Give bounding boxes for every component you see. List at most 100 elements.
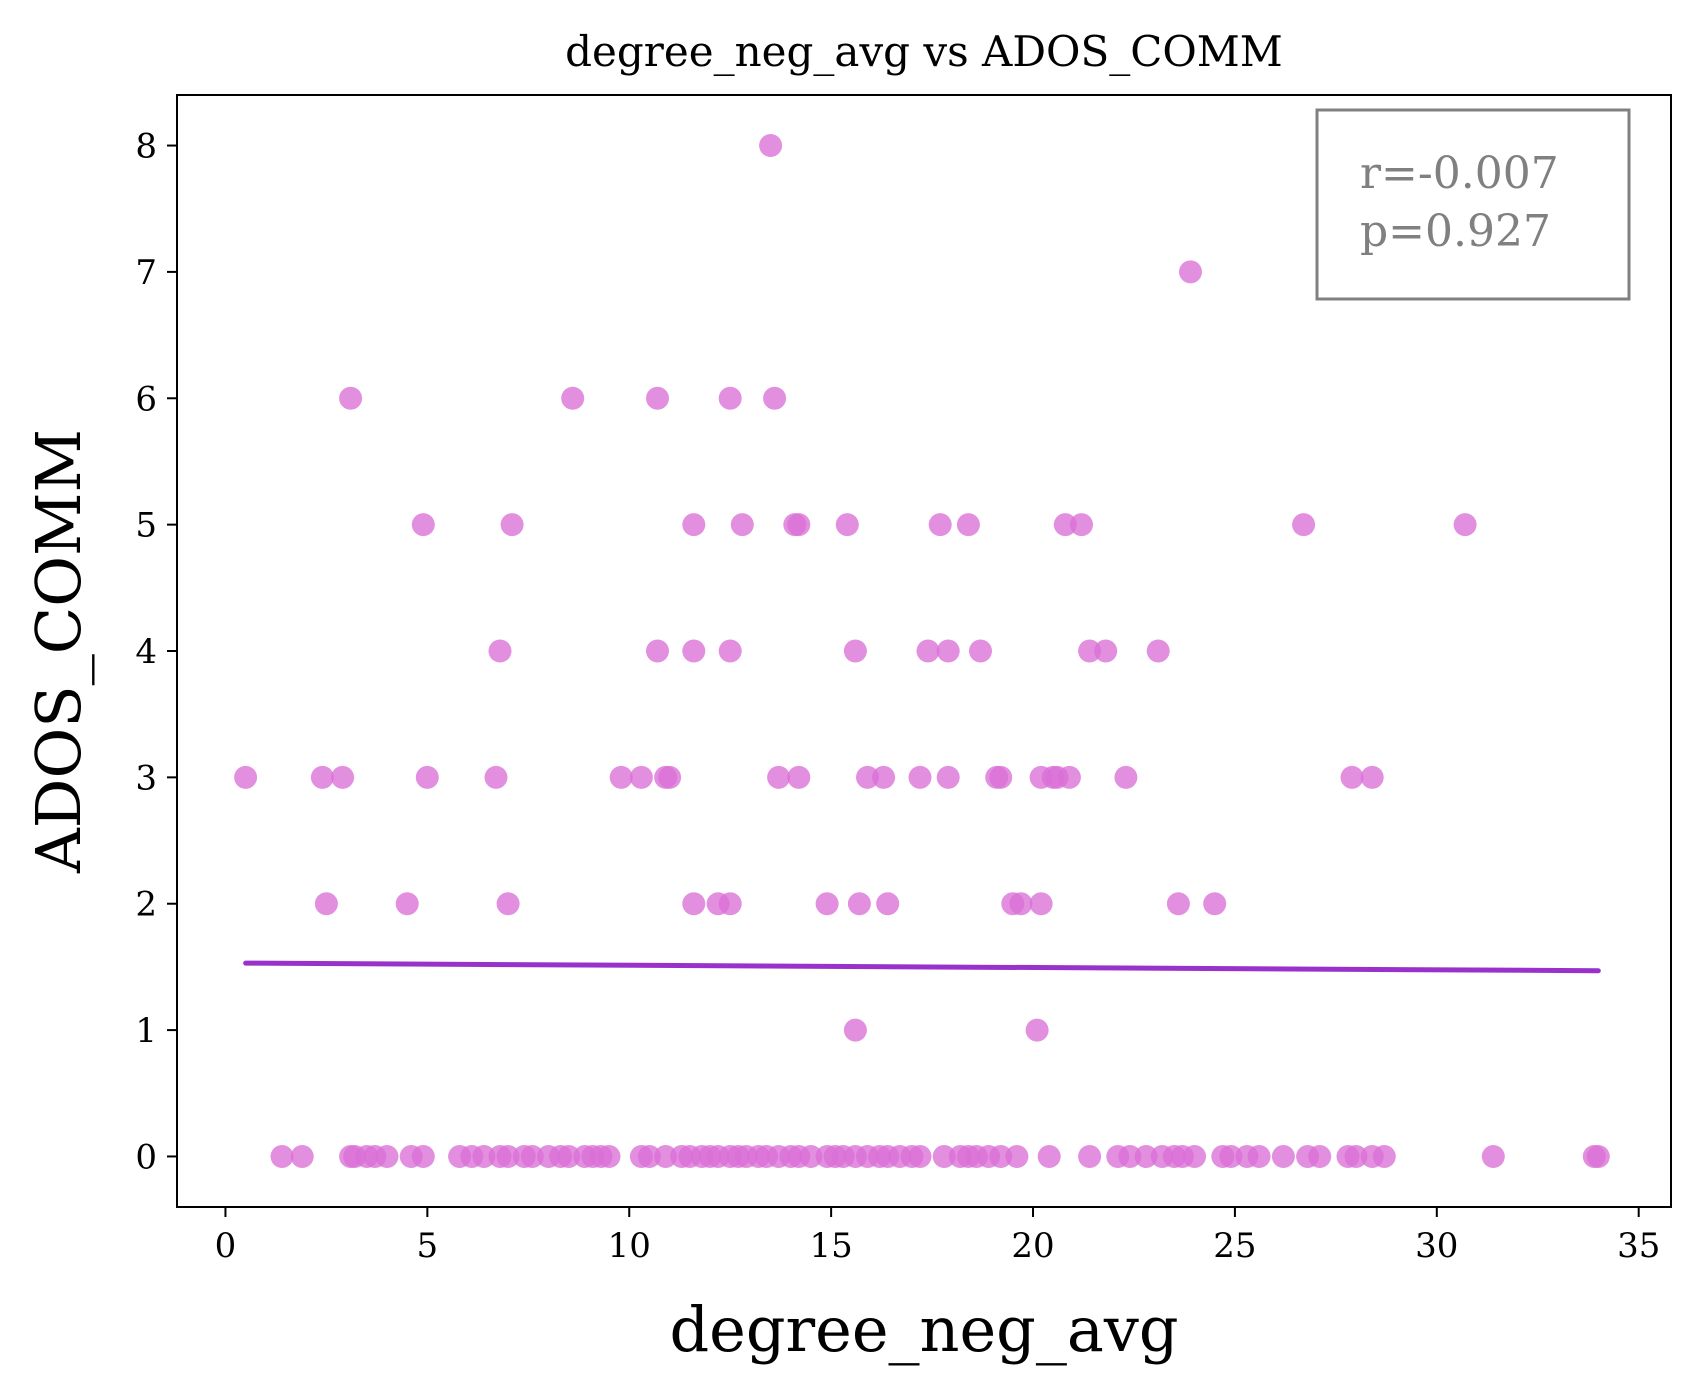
data-point bbox=[314, 892, 338, 916]
data-point bbox=[1029, 892, 1053, 916]
data-point bbox=[234, 765, 258, 789]
y-tick-label: 3 bbox=[135, 758, 157, 798]
trend-layer bbox=[243, 960, 1601, 974]
data-point bbox=[989, 765, 1013, 789]
data-point bbox=[415, 765, 439, 789]
data-point bbox=[682, 892, 706, 916]
data-point bbox=[815, 892, 839, 916]
data-point bbox=[1078, 639, 1102, 663]
data-point bbox=[658, 765, 682, 789]
data-point bbox=[411, 513, 435, 537]
stats-p-value: p=0.927 bbox=[1360, 206, 1551, 257]
data-point bbox=[1146, 639, 1170, 663]
data-point bbox=[876, 892, 900, 916]
data-point bbox=[856, 765, 879, 789]
data-point bbox=[1179, 260, 1202, 284]
data-point bbox=[395, 892, 419, 916]
y-axis-label: ADOS_COMM bbox=[22, 429, 95, 874]
data-point bbox=[629, 765, 653, 789]
plot-frame bbox=[176, 94, 1672, 1208]
data-point bbox=[718, 386, 742, 410]
data-point bbox=[908, 1145, 932, 1168]
points-layer bbox=[234, 134, 1610, 1168]
data-point bbox=[718, 892, 742, 916]
y-tick-label: 2 bbox=[135, 885, 157, 925]
data-point bbox=[1360, 765, 1384, 789]
data-point bbox=[1219, 1145, 1243, 1168]
y-tick-label: 4 bbox=[135, 632, 157, 672]
data-point bbox=[654, 1145, 678, 1168]
data-point bbox=[310, 765, 334, 789]
y-tick-label: 8 bbox=[135, 127, 157, 167]
data-point bbox=[1308, 1145, 1332, 1168]
data-point bbox=[500, 513, 524, 537]
x-tick-label: 35 bbox=[1617, 1226, 1660, 1266]
data-point bbox=[989, 1145, 1013, 1168]
data-point bbox=[1114, 765, 1138, 789]
data-point bbox=[484, 765, 508, 789]
x-axis-label: degree_neg_avg bbox=[669, 1293, 1178, 1366]
data-point bbox=[472, 1145, 496, 1168]
data-point bbox=[1078, 1145, 1102, 1168]
data-point bbox=[1247, 1145, 1271, 1168]
y-tick-label: 1 bbox=[135, 1011, 157, 1051]
x-tick-label: 10 bbox=[608, 1226, 651, 1266]
data-point bbox=[646, 386, 669, 410]
data-point bbox=[290, 1145, 314, 1168]
data-point bbox=[1037, 1145, 1061, 1168]
data-point bbox=[1271, 1145, 1295, 1168]
x-tick-label: 30 bbox=[1415, 1226, 1458, 1266]
data-point bbox=[561, 386, 585, 410]
data-point bbox=[835, 513, 859, 537]
data-point bbox=[496, 1145, 520, 1168]
data-point bbox=[1292, 513, 1316, 537]
data-point bbox=[488, 639, 512, 663]
data-point bbox=[1344, 1145, 1368, 1168]
data-point bbox=[969, 639, 992, 663]
data-point bbox=[682, 513, 706, 537]
x-tick-label: 20 bbox=[1011, 1226, 1054, 1266]
data-point bbox=[767, 765, 791, 789]
data-point bbox=[609, 765, 633, 789]
data-point bbox=[936, 765, 960, 789]
x-tick-label: 5 bbox=[417, 1226, 439, 1266]
data-point bbox=[1057, 765, 1081, 789]
data-point bbox=[557, 1145, 581, 1168]
data-point bbox=[339, 386, 363, 410]
data-point bbox=[928, 513, 952, 537]
data-point bbox=[956, 513, 980, 537]
data-point bbox=[843, 639, 867, 663]
data-point bbox=[730, 513, 754, 537]
stats-box: r=-0.007 p=0.927 bbox=[1315, 108, 1631, 301]
data-point bbox=[270, 1145, 294, 1168]
data-point bbox=[1025, 1018, 1049, 1042]
data-point bbox=[872, 765, 896, 789]
ticks-layer: 0 5 10 15 20 25 30 35 0 1 2 3 4 5 6 7 8 bbox=[135, 127, 1660, 1266]
y-tick-label: 6 bbox=[135, 379, 157, 419]
x-tick-label: 0 bbox=[215, 1226, 237, 1266]
data-point bbox=[1009, 892, 1033, 916]
y-tick-label: 0 bbox=[135, 1137, 157, 1177]
data-point bbox=[646, 639, 669, 663]
data-point bbox=[1118, 1145, 1142, 1168]
data-point bbox=[763, 386, 787, 410]
data-point bbox=[1340, 765, 1364, 789]
data-point bbox=[637, 1145, 661, 1168]
x-tick-label: 15 bbox=[809, 1226, 852, 1266]
data-point bbox=[799, 1145, 823, 1168]
data-point bbox=[1053, 513, 1077, 537]
y-tick-label: 5 bbox=[135, 506, 157, 546]
data-point bbox=[787, 513, 811, 537]
data-point bbox=[1183, 1145, 1206, 1168]
data-point bbox=[1372, 1145, 1396, 1168]
data-point bbox=[1134, 1145, 1158, 1168]
data-point bbox=[936, 639, 960, 663]
data-point bbox=[916, 639, 940, 663]
data-point bbox=[682, 639, 706, 663]
data-point bbox=[1453, 513, 1477, 537]
stats-box-frame bbox=[1315, 108, 1631, 301]
data-point bbox=[1203, 892, 1227, 916]
data-point bbox=[1070, 513, 1093, 537]
y-tick-label: 7 bbox=[135, 253, 157, 293]
